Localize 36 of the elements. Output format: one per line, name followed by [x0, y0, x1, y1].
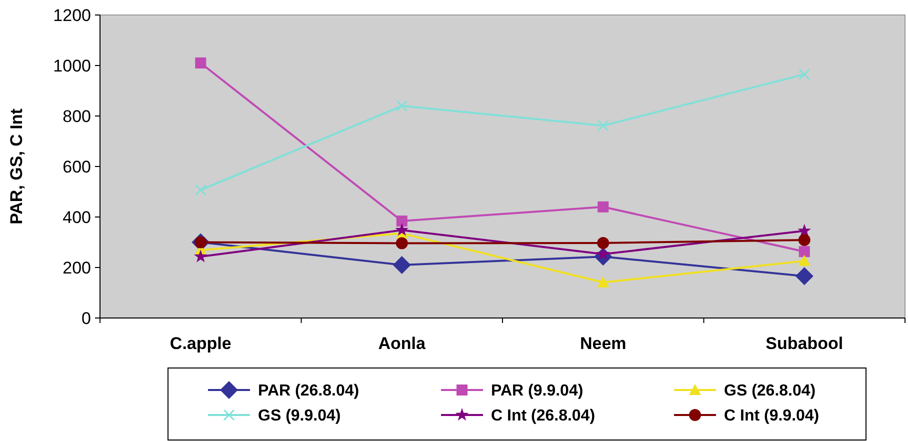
legend-label: PAR (26.8.04): [258, 382, 360, 400]
point: [798, 254, 810, 266]
point: [395, 223, 409, 236]
x-tick-label: Neem: [580, 334, 626, 353]
y-axis-title: PAR, GS, C Int: [7, 108, 26, 224]
y-tick-label: 1200: [53, 6, 91, 25]
y-tick-label: 800: [62, 106, 91, 126]
point: [597, 237, 610, 250]
point: [194, 184, 206, 196]
y-tick-label: 400: [62, 208, 91, 227]
point: [798, 246, 810, 258]
x-tick-label: Aonla: [378, 334, 426, 353]
legend-label: GS (26.8.04): [724, 382, 816, 400]
point: [598, 201, 609, 212]
point: [396, 237, 408, 250]
point: [798, 234, 810, 246]
point: [798, 68, 810, 80]
point: [795, 267, 814, 286]
x-tick-label: Subabool: [766, 334, 844, 353]
point: [798, 224, 812, 237]
point: [597, 276, 610, 288]
y-tick-label: 600: [62, 157, 91, 176]
point: [396, 100, 408, 112]
y-tick-label: 200: [62, 258, 91, 278]
point: [597, 120, 609, 132]
y-tick-label: 0: [82, 308, 91, 328]
y-tick-label: 1000: [53, 56, 91, 76]
point: [195, 57, 206, 68]
legend-label: C Int (9.9.04): [724, 408, 820, 425]
point: [194, 250, 208, 262]
x-tick-label: C.apple: [170, 334, 232, 353]
legend-label: C Int (26.8.04): [491, 408, 596, 425]
legend-label: GS (9.9.04): [258, 408, 341, 425]
legend-label: PAR (9.9.04): [491, 382, 584, 400]
point: [392, 256, 411, 274]
point: [396, 216, 408, 227]
